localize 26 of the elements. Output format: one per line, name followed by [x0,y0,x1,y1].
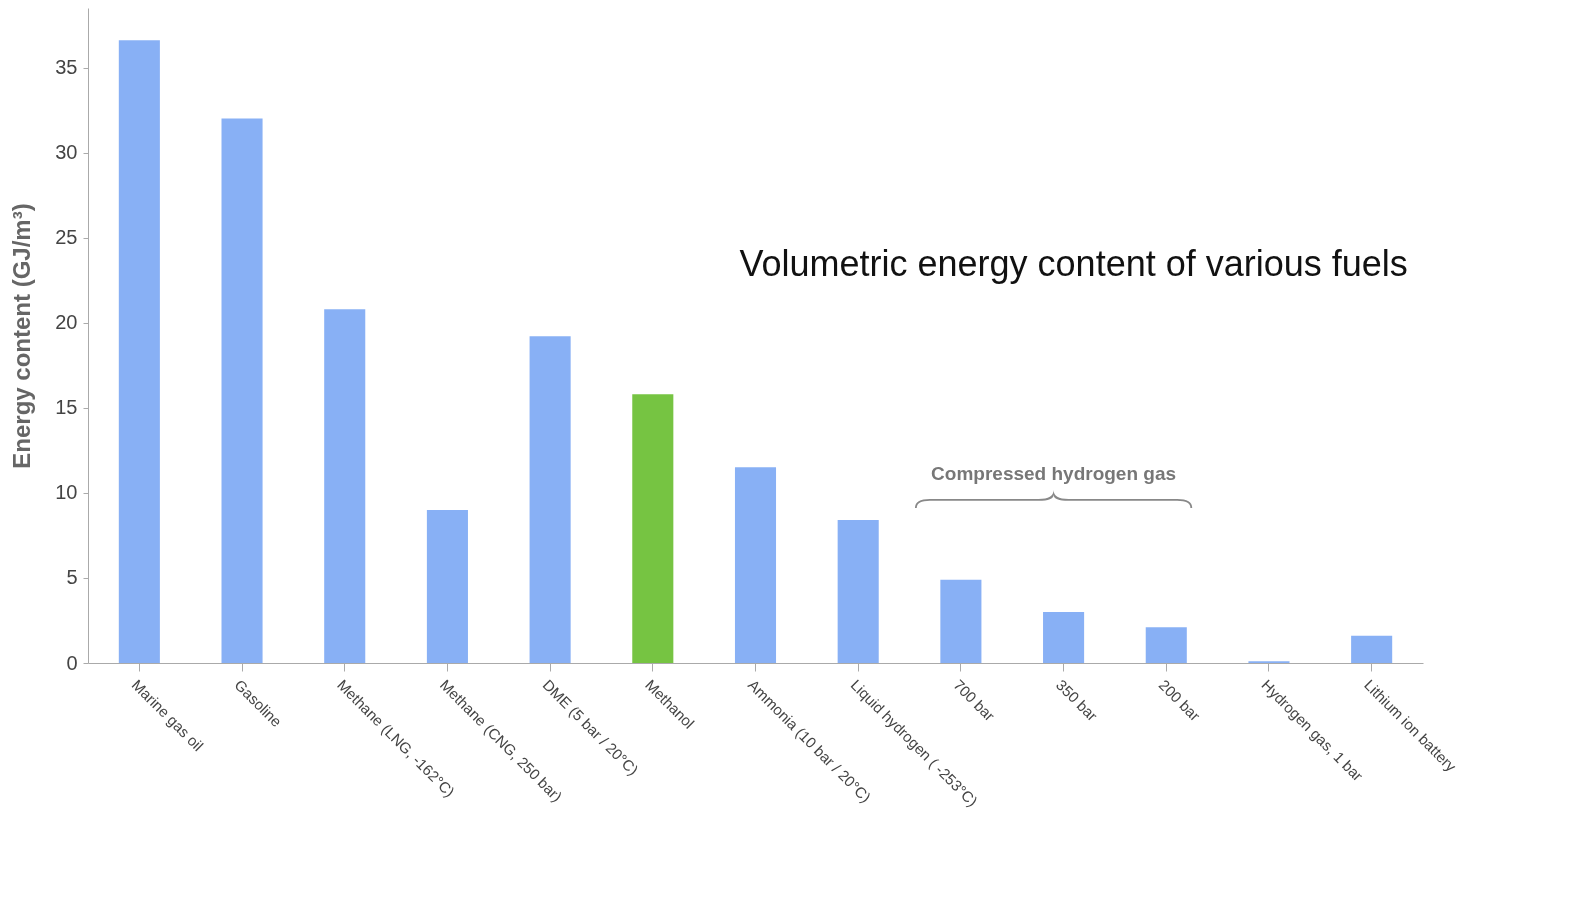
bar [940,579,982,663]
y-tick-label: 10 [55,481,78,504]
y-tick-label: 0 [66,651,78,674]
y-tick-label: 25 [55,226,78,249]
x-tick-label: 350 bar [1052,676,1101,725]
y-tick-label: 35 [55,56,78,79]
bar [1145,627,1187,663]
annotation: Compressed hydrogen gas [931,463,1177,484]
bar [426,509,468,663]
y-tick-label: 20 [55,311,78,334]
bar [837,520,879,663]
bar [221,118,263,663]
bar [734,467,777,663]
x-tick-label: 700 bar [950,676,999,725]
bar [529,336,571,663]
bar [1351,635,1393,663]
y-tick-label: 5 [66,566,78,589]
bar [632,394,674,663]
y-tick-label: 15 [55,396,78,419]
bar [1043,611,1085,663]
x-tick-label: 200 bar [1155,676,1204,725]
text: Volumetric energy content of various fuels [739,243,1408,284]
bar [118,40,160,663]
bar [324,309,366,663]
y-tick-label: 30 [55,141,78,164]
y-axis-title: Energy content (GJ/m³) [8,203,36,469]
